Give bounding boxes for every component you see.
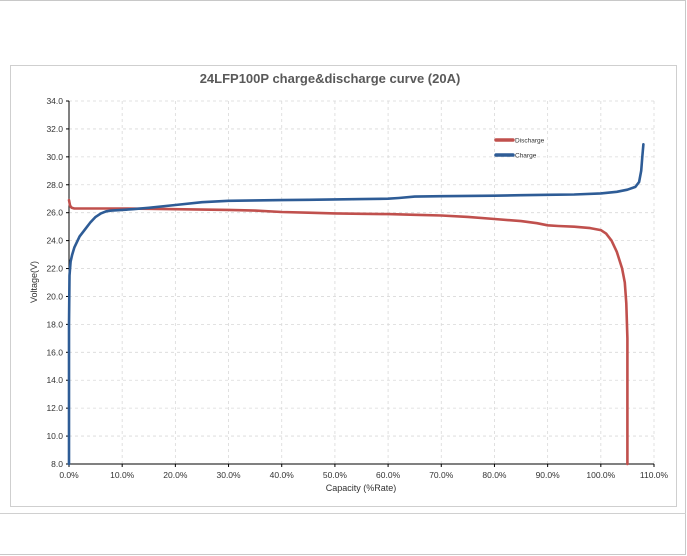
- x-tick-label: 40.0%: [270, 470, 295, 480]
- y-tick-label: 28.0: [46, 180, 63, 190]
- y-tick-label: 10.0: [46, 431, 63, 441]
- x-tick-label: 80.0%: [482, 470, 507, 480]
- series-layer: [67, 143, 645, 466]
- x-tick-label: 90.0%: [536, 470, 561, 480]
- y-tick-label: 18.0: [46, 319, 63, 329]
- y-tick-label: 12.0: [46, 403, 63, 413]
- x-tick-label: 110.0%: [640, 470, 669, 480]
- x-tick-label: 70.0%: [429, 470, 454, 480]
- x-tick-label: 10.0%: [110, 470, 135, 480]
- axes-layer: [68, 101, 654, 465]
- x-tick-label: 100.0%: [586, 470, 615, 480]
- y-tick-label: 16.0: [46, 347, 63, 357]
- legend: Discharge Charge: [494, 138, 545, 160]
- y-tick-label: 14.0: [46, 375, 63, 385]
- x-tick-label: 30.0%: [216, 470, 241, 480]
- y-tick-label: 30.0: [46, 152, 63, 162]
- y-axis-title: Voltage(V): [29, 261, 39, 303]
- legend-label-discharge: Discharge: [515, 138, 545, 145]
- chart-title: 24LFP100P charge&discharge curve (20A): [200, 71, 461, 86]
- grid-layer: [69, 100, 655, 464]
- y-tick-label: 34.0: [46, 96, 63, 106]
- series-line-charge: [67, 143, 645, 466]
- x-axis-title: Capacity (%Rate): [326, 483, 397, 493]
- x-tick-label: 0.0%: [59, 470, 79, 480]
- chart-frame: [10, 65, 677, 507]
- ticks-layer: 8.0 10.0 12.0 14.0 16.0 18.0 20.0 22.0 24.0 26.0 2…: [46, 96, 668, 480]
- y-tick-label: 8.0: [51, 459, 63, 469]
- series-line-discharge: [67, 198, 629, 466]
- bottom-separator: [0, 513, 686, 514]
- x-tick-label: 60.0%: [376, 470, 401, 480]
- y-tick-label: 20.0: [46, 291, 63, 301]
- legend-label-charge: Charge: [515, 153, 537, 160]
- y-tick-label: 22.0: [46, 264, 63, 274]
- y-tick-label: 32.0: [46, 124, 63, 134]
- y-tick-label: 26.0: [46, 208, 63, 218]
- x-tick-label: 50.0%: [323, 470, 348, 480]
- y-tick-label: 24.0: [46, 236, 63, 246]
- x-tick-label: 20.0%: [163, 470, 188, 480]
